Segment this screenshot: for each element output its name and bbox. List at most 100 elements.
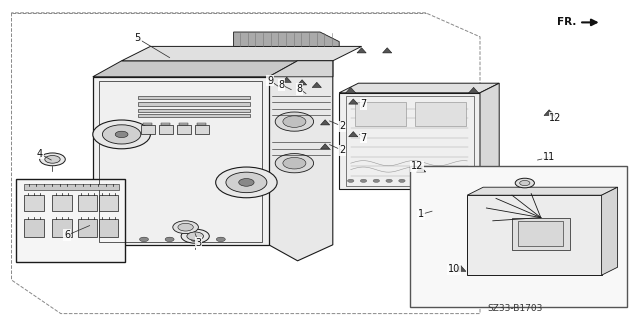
- Text: 6: 6: [64, 230, 70, 240]
- Circle shape: [216, 237, 225, 242]
- Circle shape: [216, 167, 277, 198]
- Text: SZ33-B1703: SZ33-B1703: [488, 304, 543, 313]
- Polygon shape: [544, 110, 554, 116]
- Circle shape: [40, 153, 65, 166]
- Text: 3: 3: [195, 237, 202, 248]
- Polygon shape: [122, 46, 362, 61]
- Polygon shape: [282, 77, 291, 82]
- Bar: [138, 96, 250, 99]
- Text: 4: 4: [36, 148, 43, 159]
- Polygon shape: [602, 187, 618, 275]
- Text: 7: 7: [360, 99, 367, 109]
- Polygon shape: [312, 82, 321, 87]
- Text: 8: 8: [296, 84, 303, 94]
- Polygon shape: [480, 83, 499, 189]
- Circle shape: [450, 179, 456, 182]
- Polygon shape: [321, 120, 330, 125]
- Polygon shape: [161, 123, 170, 125]
- Circle shape: [191, 237, 200, 242]
- Text: 12: 12: [549, 113, 562, 123]
- Circle shape: [412, 179, 418, 182]
- Bar: [138, 109, 250, 112]
- Polygon shape: [321, 144, 330, 149]
- Text: 8: 8: [278, 80, 285, 90]
- Bar: [415, 102, 466, 126]
- Circle shape: [226, 172, 267, 193]
- Text: 11: 11: [543, 152, 556, 163]
- Circle shape: [399, 179, 405, 182]
- Text: 10: 10: [448, 264, 461, 275]
- Bar: [138, 102, 250, 106]
- Circle shape: [283, 157, 306, 169]
- Polygon shape: [93, 61, 333, 77]
- Text: 2: 2: [339, 145, 346, 156]
- Polygon shape: [141, 125, 155, 134]
- Circle shape: [93, 120, 150, 149]
- Polygon shape: [93, 77, 269, 245]
- Polygon shape: [99, 195, 118, 211]
- Bar: [355, 102, 406, 126]
- Circle shape: [520, 180, 530, 186]
- Polygon shape: [456, 266, 466, 271]
- Circle shape: [45, 156, 60, 163]
- Circle shape: [275, 154, 314, 173]
- Text: 1: 1: [418, 209, 424, 220]
- Polygon shape: [159, 125, 173, 134]
- Circle shape: [515, 178, 534, 188]
- Bar: [24, 184, 119, 190]
- Text: 2: 2: [339, 121, 346, 132]
- Circle shape: [165, 237, 174, 242]
- Circle shape: [178, 223, 193, 231]
- Circle shape: [102, 125, 141, 144]
- Circle shape: [437, 179, 444, 182]
- Polygon shape: [269, 61, 333, 261]
- Circle shape: [187, 232, 204, 240]
- Polygon shape: [468, 87, 479, 93]
- Bar: [512, 218, 570, 250]
- Circle shape: [360, 179, 367, 182]
- Polygon shape: [195, 125, 209, 134]
- Text: 9: 9: [267, 76, 273, 86]
- Polygon shape: [78, 195, 97, 211]
- Polygon shape: [177, 125, 191, 134]
- Polygon shape: [346, 87, 356, 93]
- Circle shape: [373, 179, 380, 182]
- Text: 5: 5: [134, 33, 141, 44]
- Circle shape: [181, 229, 209, 243]
- Polygon shape: [234, 32, 339, 46]
- Polygon shape: [383, 48, 392, 53]
- Polygon shape: [298, 80, 307, 85]
- Bar: [410, 166, 627, 307]
- Circle shape: [463, 179, 469, 182]
- Polygon shape: [349, 132, 358, 137]
- Bar: [138, 114, 250, 117]
- Circle shape: [283, 116, 306, 127]
- Bar: [518, 221, 563, 246]
- Polygon shape: [467, 195, 602, 275]
- Text: FR.: FR.: [557, 17, 576, 28]
- Polygon shape: [52, 219, 72, 237]
- Polygon shape: [52, 195, 72, 211]
- Circle shape: [140, 237, 148, 242]
- Text: 12: 12: [411, 161, 424, 172]
- Polygon shape: [339, 93, 480, 189]
- Circle shape: [348, 179, 354, 182]
- Text: 7: 7: [360, 132, 367, 143]
- Polygon shape: [339, 83, 499, 93]
- Polygon shape: [143, 123, 152, 125]
- Polygon shape: [24, 219, 44, 237]
- Circle shape: [115, 131, 128, 138]
- Polygon shape: [349, 99, 358, 104]
- Circle shape: [173, 221, 198, 234]
- Polygon shape: [78, 219, 97, 237]
- Polygon shape: [269, 61, 333, 77]
- Circle shape: [386, 179, 392, 182]
- Polygon shape: [24, 195, 44, 211]
- Polygon shape: [197, 123, 206, 125]
- Circle shape: [239, 179, 254, 186]
- Polygon shape: [16, 179, 125, 262]
- Circle shape: [424, 179, 431, 182]
- Polygon shape: [467, 187, 618, 195]
- Polygon shape: [417, 167, 426, 172]
- Circle shape: [275, 112, 314, 131]
